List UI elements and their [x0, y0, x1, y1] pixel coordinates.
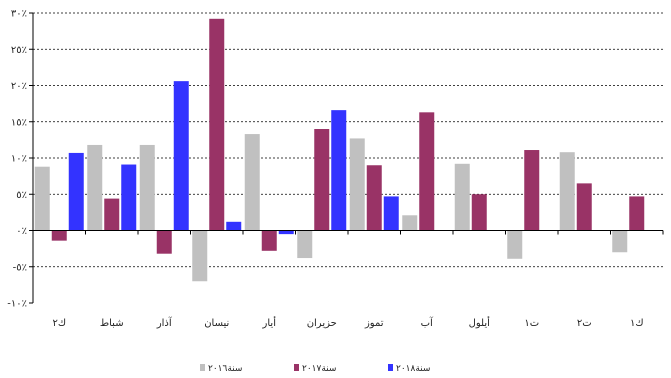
bar-3-5 — [278, 230, 294, 235]
bar-1-10 — [507, 230, 523, 259]
x-category-label: تموز — [364, 318, 384, 329]
bar-1-5 — [244, 134, 260, 231]
x-category-label: ت١ — [524, 318, 539, 329]
bar-3-4 — [226, 221, 242, 231]
bar-2-12 — [629, 196, 645, 231]
y-tick-label: ٢٥٪ — [11, 45, 27, 56]
x-category-labels: ك٢ شباط آذار نيسان أيار حزيران تموز آب أيلول ت١ ت٢… — [52, 316, 643, 329]
bar-1-9 — [454, 163, 470, 231]
axes — [29, 12, 664, 304]
grid-lines — [33, 12, 663, 268]
x-category-label: ك٢ — [52, 318, 66, 329]
bar-2-7 — [366, 165, 382, 231]
y-tick-label: ٣٠٪ — [11, 9, 27, 20]
x-category-label: حزيران — [307, 318, 337, 329]
x-category-label: أيلول — [469, 316, 491, 329]
bar-3-3 — [173, 81, 189, 231]
x-category-label: ت٢ — [577, 318, 592, 329]
y-tick-label: ١٥٪ — [11, 117, 27, 128]
bar-2-5 — [261, 230, 277, 251]
x-category-label: شباط — [100, 318, 124, 329]
legend-label-3: سنة٢٠١٨ — [396, 364, 430, 374]
x-category-label: ك١ — [630, 318, 644, 329]
bar-1-8 — [402, 215, 418, 231]
bar-2-6 — [314, 129, 330, 231]
bar-2-11 — [576, 183, 592, 231]
legend-label-2: سنة٢٠١٧ — [302, 364, 336, 374]
y-tick-label: ١٠٪ — [11, 154, 27, 165]
legend-swatch-1 — [200, 364, 205, 371]
bar-2-1 — [51, 230, 67, 241]
bar-2-9 — [471, 194, 487, 231]
bar-2-2 — [104, 198, 120, 231]
y-tick-label: ٢٠٪ — [11, 81, 27, 92]
bar-3-1 — [68, 152, 84, 231]
bar-1-7 — [349, 138, 365, 231]
legend-swatch-2 — [294, 364, 299, 371]
legend-swatch-3 — [388, 364, 393, 371]
x-category-label: آذار — [156, 316, 173, 329]
bar-1-4 — [192, 230, 208, 282]
x-category-label: آب — [421, 316, 434, 329]
bar-3-2 — [121, 164, 137, 231]
y-tick-label: -٥٪ — [13, 262, 27, 273]
bar-1-12 — [612, 230, 628, 253]
y-tick-label: ٠٪ — [16, 226, 27, 237]
bar-1-11 — [559, 152, 575, 231]
bar-3-6 — [331, 110, 347, 231]
y-tick-label: -١٠٪ — [7, 299, 27, 310]
bar-1-1 — [34, 166, 50, 231]
bar-2-3 — [156, 230, 172, 254]
y-tick-label: ٥٪ — [16, 190, 27, 201]
bar-1-2 — [87, 144, 103, 231]
legend-label-1: سنة٢٠١٦ — [208, 364, 242, 374]
bar-2-10 — [524, 150, 540, 231]
bar-1-3 — [139, 144, 155, 231]
bar-3-7 — [383, 196, 399, 231]
bars — [34, 18, 645, 282]
x-category-label: نيسان — [204, 318, 229, 329]
bar-1-6 — [297, 230, 313, 259]
x-category-label: أيار — [262, 316, 277, 329]
legend: سنة٢٠١٦ سنة٢٠١٧ سنة٢٠١٨ — [200, 364, 430, 374]
bar-2-4 — [209, 18, 225, 231]
y-tick-labels: ٣٠٪ ٢٥٪ ٢٠٪ ١٥٪ ١٠٪ ٥٪ ٠٪ -٥٪ -١٠٪ — [7, 9, 27, 310]
bar-2-8 — [419, 112, 435, 231]
